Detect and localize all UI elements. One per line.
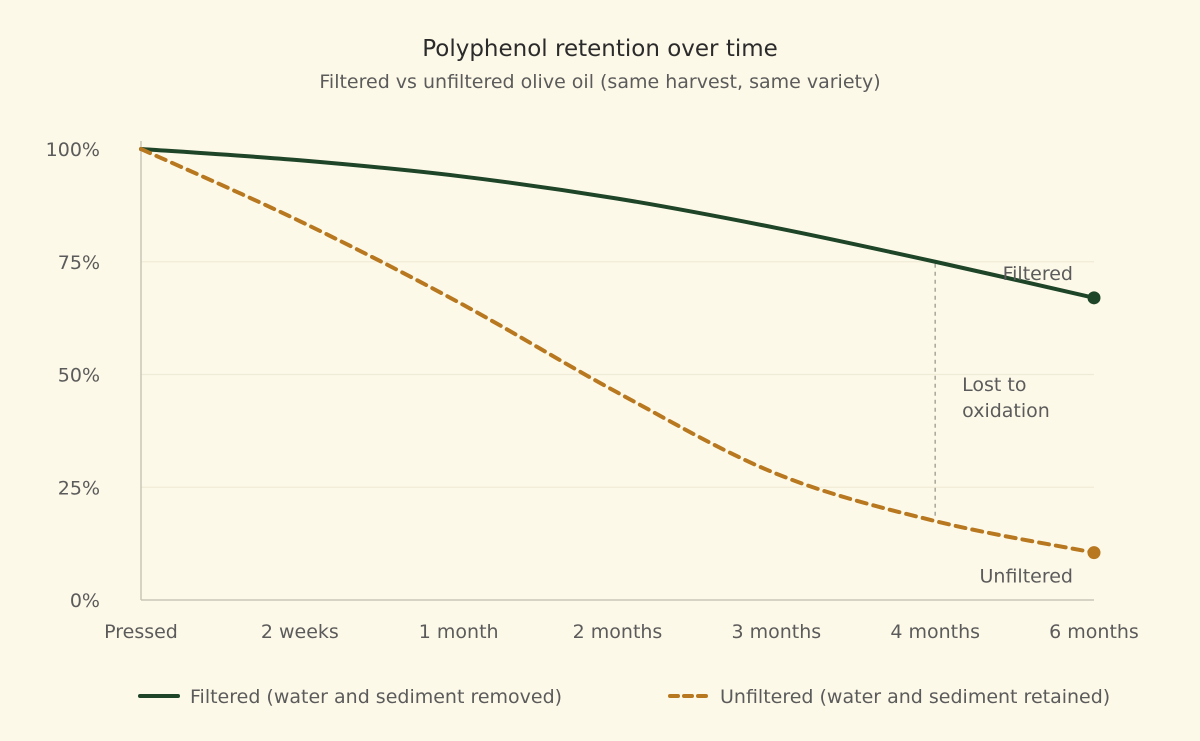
annotation-group: Lost to oxidation (934, 263, 1050, 520)
series-end-marker-filtered (1087, 291, 1101, 305)
annotation-text: oxidation (962, 400, 1050, 422)
series-end-marker-unfiltered (1087, 546, 1101, 560)
x-tick-label: 2 weeks (261, 621, 339, 643)
y-tick-label: 100% (46, 139, 100, 161)
series-end-label-filtered: Filtered (1003, 263, 1073, 285)
x-tick-label: 6 months (1049, 621, 1139, 643)
x-axis-ticks: Pressed 2 weeks 1 month 2 months 3 months 4 m… (104, 621, 1139, 643)
chart-subtitle: Filtered vs unfiltered olive oil (same h… (319, 71, 880, 93)
x-tick-label: 1 month (419, 621, 499, 643)
legend-label-filtered: Filtered (water and sediment removed) (190, 686, 562, 708)
series-line-unfiltered (139, 147, 1096, 555)
gridlines (141, 261, 1094, 488)
chart-title: Polyphenol retention over time (422, 36, 778, 62)
legend: Filtered (water and sediment removed) Unf… (138, 686, 1110, 708)
series-group: Filtered Unfiltered (139, 147, 1101, 588)
y-tick-label: 25% (58, 477, 100, 499)
series-end-label-unfiltered: Unfiltered (980, 566, 1073, 588)
x-tick-label: 3 months (731, 621, 821, 643)
x-tick-label: 4 months (890, 621, 980, 643)
y-tick-label: 0% (70, 590, 100, 612)
x-tick-label: 2 months (573, 621, 663, 643)
series-line-filtered (139, 147, 1096, 300)
legend-label-unfiltered: Unfiltered (water and sediment retained) (720, 686, 1110, 708)
x-tick-label: Pressed (104, 621, 178, 643)
y-tick-label: 50% (58, 365, 100, 387)
annotation-text: Lost to (962, 374, 1026, 396)
y-tick-label: 75% (58, 252, 100, 274)
y-axis-ticks: 0% 25% 50% 75% 100% (46, 139, 100, 612)
